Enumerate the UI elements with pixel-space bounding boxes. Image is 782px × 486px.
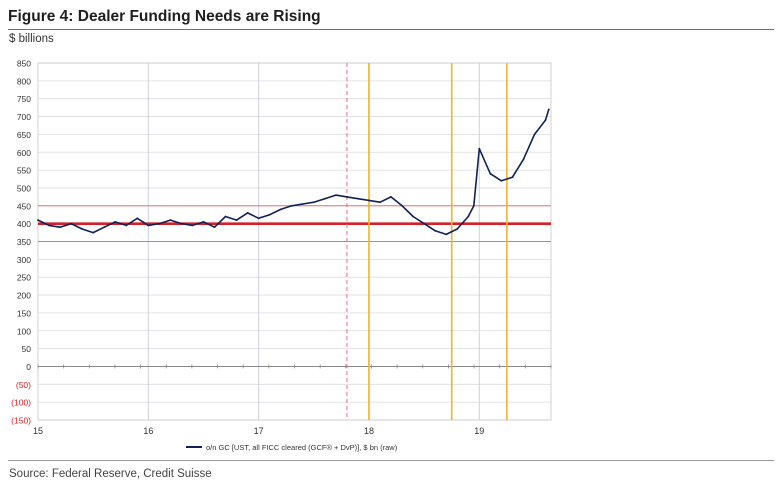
series-point [48, 224, 50, 227]
x-tick-label: 15 [33, 426, 43, 436]
series-point [268, 213, 271, 216]
x-tick-label: 16 [143, 426, 153, 436]
y-tick-label: 800 [17, 76, 31, 86]
series-point [114, 220, 117, 223]
title-rule [8, 29, 774, 30]
series-point [92, 231, 95, 234]
y-tick-label: 650 [17, 130, 31, 140]
series-point [59, 226, 61, 229]
y-tick-label: 150 [17, 308, 31, 318]
series-point [191, 224, 194, 227]
series-line [37, 109, 550, 236]
source-rule [8, 460, 774, 461]
y-tick-label: 600 [17, 148, 31, 158]
x-tick-label: 17 [254, 426, 264, 436]
series-point [334, 194, 337, 196]
series-point [81, 228, 84, 230]
figure-title: Figure 4: Dealer Funding Needs are Risin… [8, 8, 321, 25]
series-point [202, 220, 205, 223]
series-point [323, 197, 326, 200]
series-point [357, 197, 359, 200]
y-tick-label: 400 [17, 219, 31, 229]
series-point [125, 224, 128, 227]
series-point [70, 222, 72, 225]
series-point [180, 222, 183, 225]
y-tick-label: 700 [17, 112, 31, 122]
y-tick-label: 0 [26, 362, 31, 372]
y-tick-label: 200 [17, 291, 31, 301]
series-point [346, 195, 348, 198]
series-point [511, 176, 514, 179]
series-point [500, 179, 503, 182]
series-point [412, 215, 414, 218]
series-point [103, 226, 106, 229]
y-tick-label: 850 [17, 59, 31, 69]
y-tick-label: (50) [16, 380, 31, 390]
units-label: $ billions [9, 33, 54, 45]
series-point [158, 222, 161, 225]
series-point [136, 217, 139, 220]
series-point [235, 219, 238, 221]
series-point [147, 224, 150, 227]
series-point [390, 195, 392, 198]
legend-label: o/n GC [UST, all FICC cleared (GCF® + Dv… [206, 443, 398, 452]
series-point [489, 172, 492, 175]
series-point [445, 233, 448, 236]
series-point [478, 147, 481, 150]
series-point [169, 219, 172, 221]
source-note: Source: Federal Reserve, Credit Suisse [9, 468, 212, 480]
series-point [368, 199, 370, 202]
y-tick-label: (150) [11, 416, 31, 426]
series-point [312, 201, 315, 204]
series-point [533, 133, 536, 136]
series-point [37, 219, 39, 221]
series-point [213, 226, 216, 229]
y-tick-label: 50 [22, 344, 32, 354]
y-tick-label: 300 [17, 255, 31, 265]
series-point [290, 204, 293, 207]
series-point [279, 208, 282, 211]
y-tick-label: 550 [17, 166, 31, 176]
y-tick-label: 450 [17, 201, 31, 211]
series-point [257, 217, 260, 220]
series-point [379, 201, 381, 204]
series-point [472, 204, 475, 207]
y-tick-label: 350 [17, 237, 31, 247]
series-point [547, 108, 550, 111]
series-point [467, 215, 470, 218]
y-tick-label: 500 [17, 183, 31, 193]
y-tick-label: 750 [17, 94, 31, 104]
y-tick-label: 100 [17, 326, 31, 336]
series-point [224, 215, 227, 218]
x-tick-label: 18 [364, 426, 374, 436]
x-tick-label: 19 [474, 426, 484, 436]
y-tick-label: 250 [17, 273, 31, 283]
series-point [522, 158, 525, 161]
series-point [456, 228, 459, 230]
series-point [544, 119, 547, 122]
y-tick-label: (100) [11, 398, 31, 408]
series-point [301, 203, 304, 205]
series-point [423, 222, 426, 225]
series-point [246, 212, 249, 214]
series-point [401, 204, 403, 207]
series-point [434, 229, 437, 232]
